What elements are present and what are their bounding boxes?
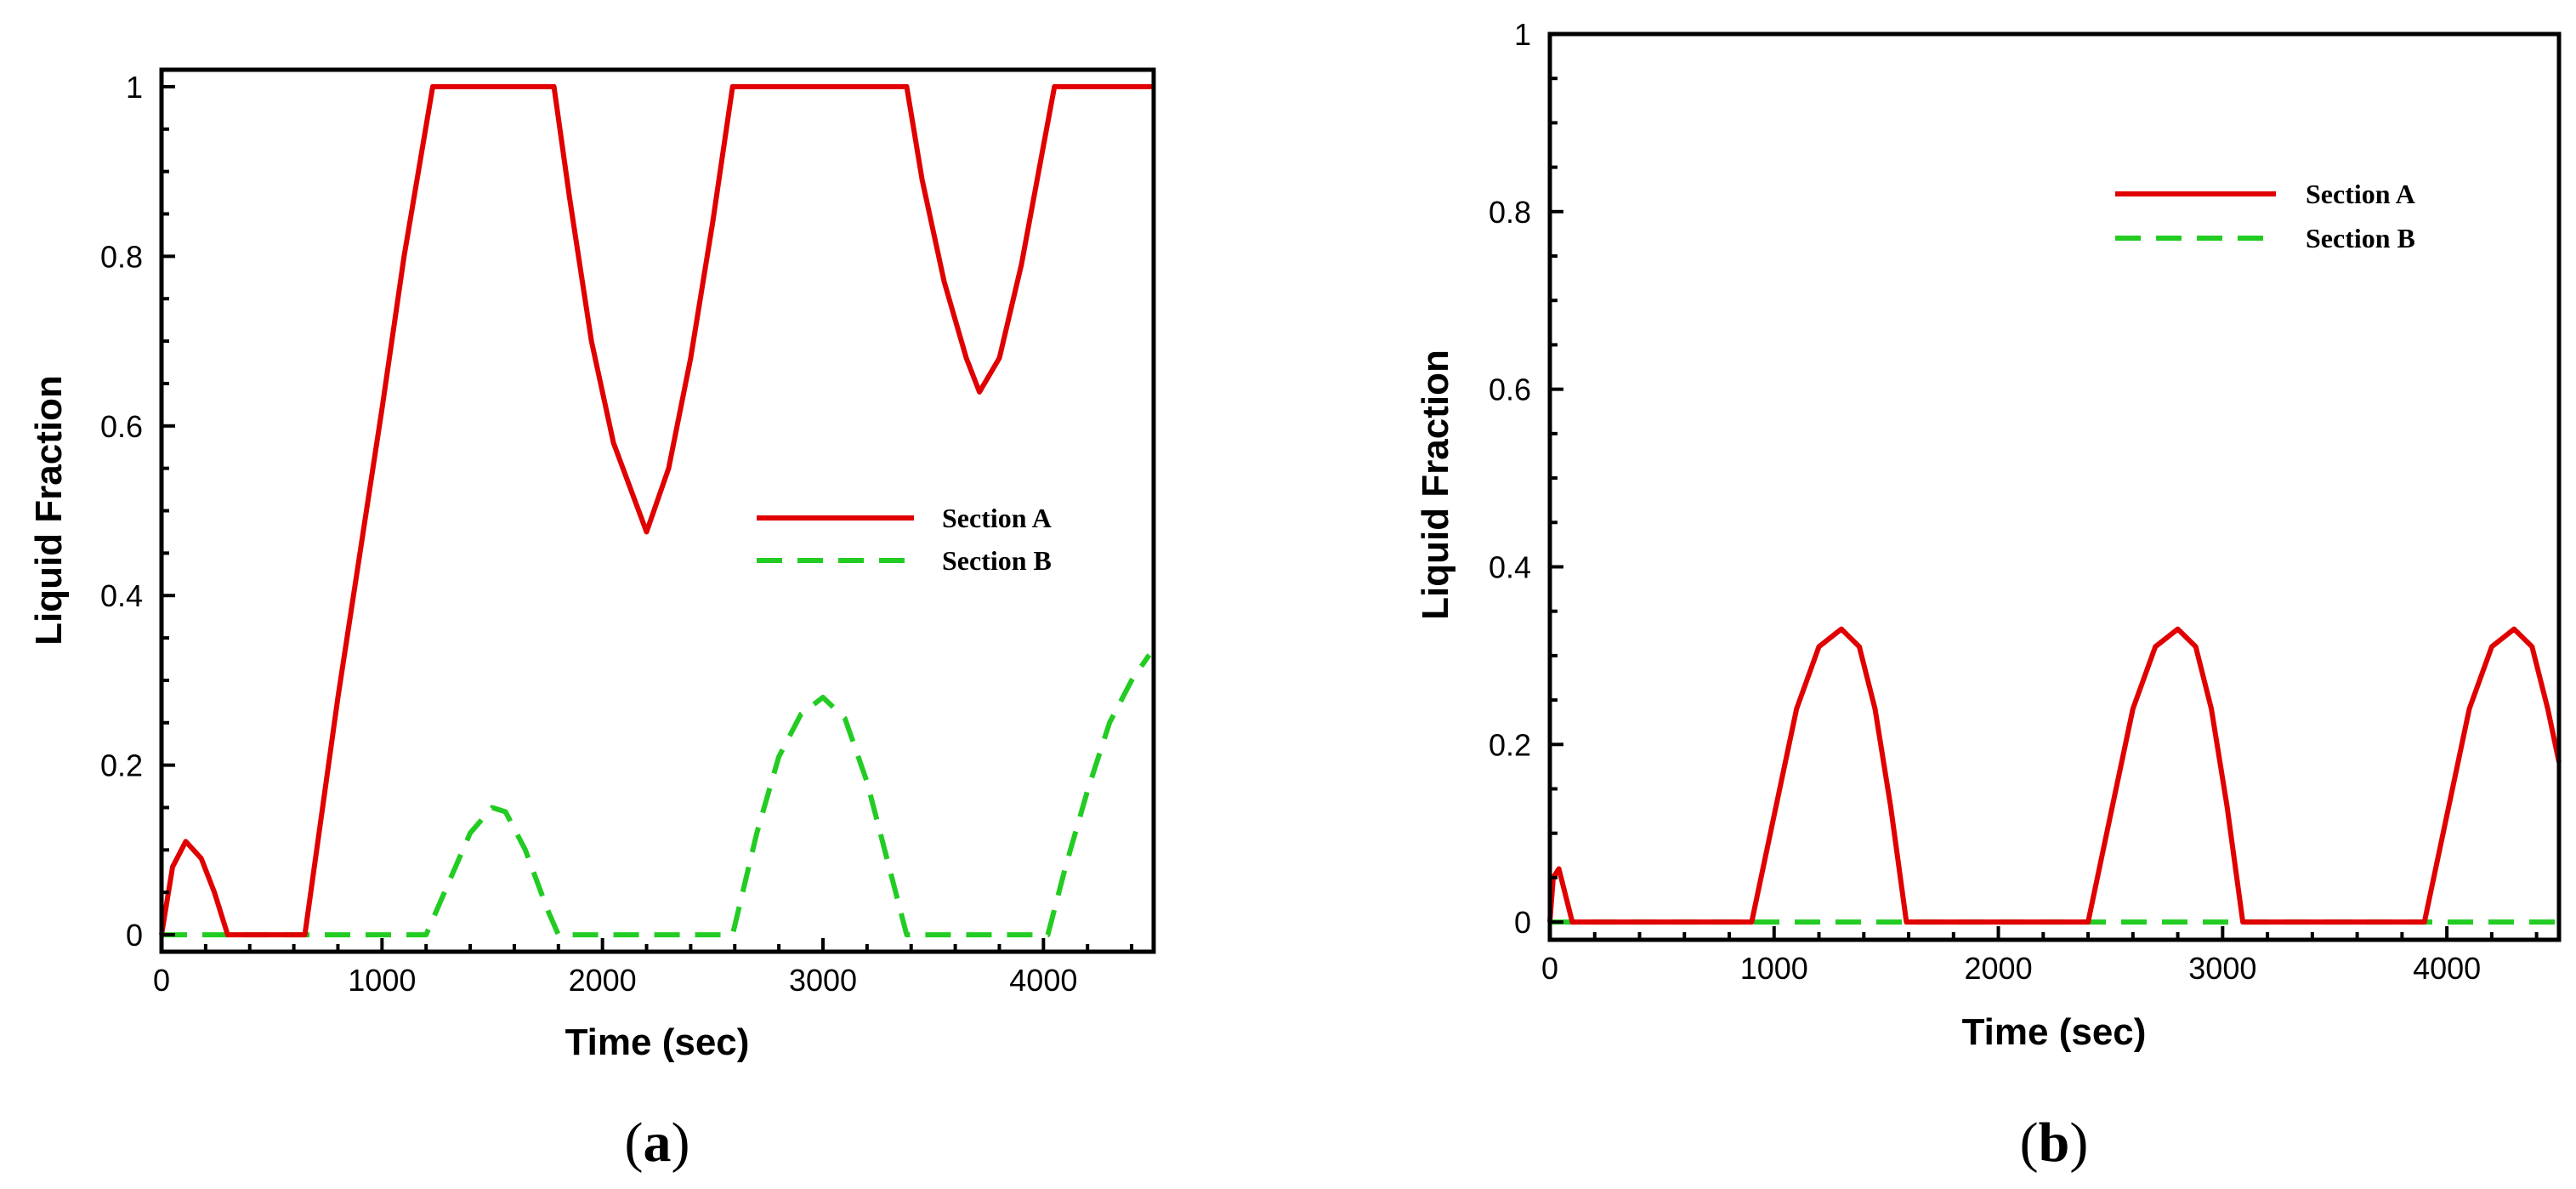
panel-b-legend-label-section-b: Section B (2306, 223, 2415, 253)
panel-a-legend: Section A Section B (757, 503, 1052, 576)
panel-b-ticks-layer: 0 1000 2000 3000 4000 0 0.2 0.4 0.6 0.8 1 (1489, 17, 2539, 986)
chart-panel-a: 0 1000 2000 3000 4000 0 0.2 0.4 0.6 0.8 1 Time (se… (28, 67, 1156, 1174)
panel-b-series-section-a (1547, 626, 2562, 925)
panel-a-x-tick-label: 2000 (569, 963, 637, 998)
panel-a-x-tick-label: 3000 (789, 963, 857, 998)
panel-b-series-layer (1547, 626, 2562, 925)
panel-b-x-tick-label: 2000 (1965, 951, 2033, 986)
panel-b-x-axis-title: Time (sec) (1962, 1011, 2147, 1053)
panel-a-series-section-a (159, 83, 1154, 938)
panel-b-y-tick-label: 0.2 (1489, 727, 1531, 762)
panel-a-ticks-layer: 0 1000 2000 3000 4000 0 0.2 0.4 0.6 0.8 1 (100, 70, 1134, 998)
panel-a-caption: (a) (625, 1112, 690, 1174)
panel-b-y-tick-label: 0.4 (1489, 549, 1531, 584)
panel-b-plot-frame (1547, 31, 2562, 942)
panel-a-x-tick-label: 1000 (348, 963, 416, 998)
panel-a-series-layer (159, 83, 1154, 938)
panel-b-caption-letter: b (2039, 1112, 2070, 1174)
panel-a-legend-label-section-b: Section B (942, 545, 1052, 576)
panel-a-y-tick-label: 0 (126, 918, 143, 953)
panel-a-y-axis-title: Liquid Fraction (28, 375, 70, 646)
panel-a-x-tick-label: 4000 (1009, 963, 1077, 998)
panel-a-y-tick-label: 1 (126, 70, 143, 105)
panel-b-y-tick-label: 0 (1514, 905, 1531, 940)
panel-a-x-tick-label: 0 (153, 963, 170, 998)
panel-b-x-tick-label: 0 (1541, 951, 1558, 986)
panel-a-y-tick-label: 0.4 (100, 578, 143, 613)
panel-b-caption: (b) (2020, 1112, 2089, 1174)
panel-b-x-tick-label: 1000 (1740, 951, 1808, 986)
panel-a-y-tick-label: 0.2 (100, 748, 143, 783)
panel-b-x-tick-label: 4000 (2413, 951, 2481, 986)
panel-b-y-tick-label: 1 (1514, 17, 1531, 52)
panel-a-y-tick-label: 0.6 (100, 409, 143, 444)
panel-b-y-axis-title: Liquid Fraction (1415, 350, 1456, 620)
panel-a-caption-letter: a (644, 1112, 672, 1174)
panel-a-x-axis-title: Time (sec) (565, 1021, 750, 1063)
panel-b-legend-label-section-a: Section A (2306, 179, 2415, 209)
panel-a-legend-label-section-a: Section A (942, 503, 1052, 533)
chart-panel-b: 0 1000 2000 3000 4000 0 0.2 0.4 0.6 0.8 1 Time (se… (1415, 17, 2562, 1174)
panel-b-y-tick-label: 0.6 (1489, 373, 1531, 407)
panel-b-legend: Section A Section B (2115, 179, 2415, 253)
panel-b-y-tick-label: 0.8 (1489, 195, 1531, 230)
panel-a-y-tick-label: 0.8 (100, 239, 143, 274)
panel-a-series-section-b (162, 653, 1152, 938)
panel-b-x-tick-label: 3000 (2188, 951, 2256, 986)
